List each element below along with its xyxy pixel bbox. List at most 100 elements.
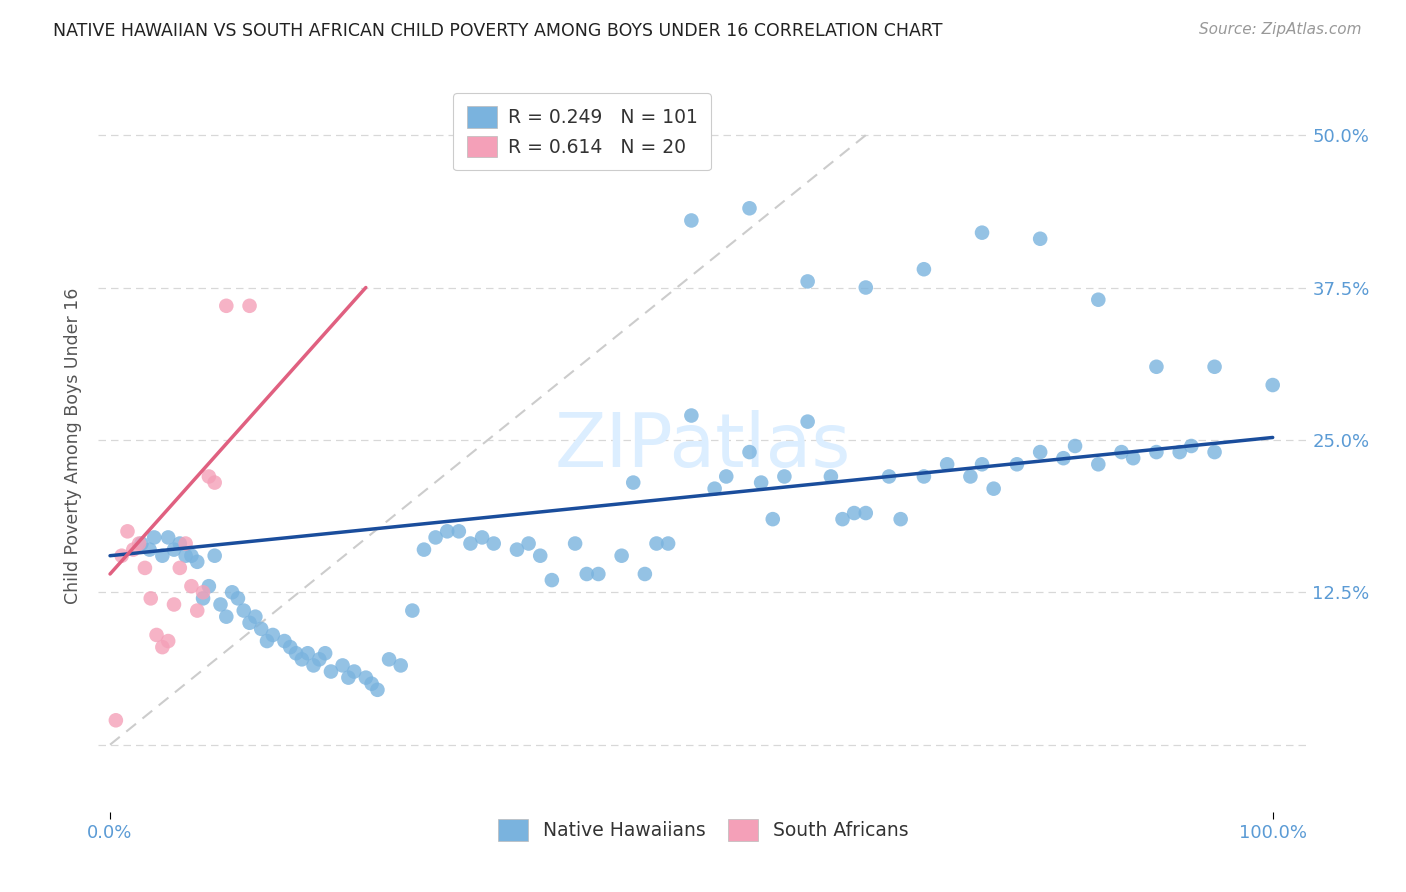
Point (360, 676, 382, 690)
Point (204, 475, 226, 490)
Point (180, 549, 202, 563)
Point (831, 512, 853, 526)
Point (436, 524, 458, 539)
Point (959, 469, 981, 483)
Point (1204, 359, 1226, 374)
Point (912, 469, 935, 483)
Point (1204, 445, 1226, 459)
Point (150, 549, 173, 563)
Point (191, 591, 214, 606)
Point (529, 549, 551, 563)
Point (1144, 445, 1167, 459)
Point (239, 615, 262, 630)
Point (174, 549, 197, 563)
Point (366, 682, 388, 697)
Point (131, 536, 153, 550)
Point (506, 542, 529, 557)
Point (1052, 451, 1074, 466)
Point (401, 604, 423, 618)
Point (314, 646, 336, 660)
Point (221, 585, 243, 599)
Point (855, 506, 877, 520)
Point (970, 226, 993, 240)
Point (169, 561, 191, 575)
Point (262, 628, 284, 642)
Point (1180, 439, 1202, 453)
Point (198, 469, 221, 483)
Point (1029, 232, 1052, 246)
Y-axis label: Child Poverty Among Boys Under 16: Child Poverty Among Boys Under 16 (65, 288, 83, 604)
Point (157, 634, 180, 648)
Point (634, 567, 657, 582)
Point (425, 530, 447, 544)
Point (157, 530, 180, 544)
Point (657, 536, 679, 550)
Point (378, 652, 401, 666)
Point (128, 536, 150, 550)
Point (337, 671, 360, 685)
Point (232, 604, 254, 618)
Point (143, 530, 166, 544)
Point (1064, 439, 1087, 453)
Point (1087, 458, 1109, 472)
Point (471, 530, 494, 544)
Point (738, 445, 761, 459)
Point (912, 262, 935, 277)
Point (681, 213, 703, 227)
Point (139, 591, 162, 606)
Point (291, 652, 314, 666)
Point (191, 585, 214, 599)
Text: Source: ZipAtlas.com: Source: ZipAtlas.com (1198, 22, 1361, 37)
Point (163, 542, 186, 557)
Point (278, 640, 301, 655)
Point (460, 536, 482, 550)
Point (564, 536, 586, 550)
Point (844, 506, 866, 520)
Point (169, 536, 191, 550)
Point (215, 299, 238, 313)
Point (209, 598, 232, 612)
Point (970, 458, 993, 472)
Point (138, 542, 160, 557)
Point (1005, 458, 1028, 472)
Point (122, 542, 145, 557)
Point (163, 598, 186, 612)
Point (610, 549, 633, 563)
Point (198, 579, 221, 593)
Point (302, 658, 325, 673)
Point (1261, 378, 1284, 392)
Point (186, 555, 208, 569)
Point (762, 512, 785, 526)
Point (297, 646, 319, 660)
Point (447, 524, 470, 539)
Point (104, 714, 127, 728)
Point (186, 604, 208, 618)
Point (215, 609, 238, 624)
Point (738, 202, 761, 216)
Point (308, 652, 330, 666)
Point (1111, 445, 1133, 459)
Point (773, 469, 796, 483)
Point (250, 622, 273, 636)
Point (855, 280, 877, 294)
Point (517, 536, 540, 550)
Point (703, 482, 725, 496)
Text: ZIPatlas: ZIPatlas (555, 409, 851, 483)
Point (936, 458, 959, 472)
Point (354, 671, 377, 685)
Point (588, 567, 610, 582)
Point (1029, 445, 1052, 459)
Point (180, 579, 202, 593)
Point (343, 665, 366, 679)
Point (983, 482, 1005, 496)
Point (482, 536, 505, 550)
Point (716, 469, 738, 483)
Point (389, 658, 412, 673)
Point (621, 475, 644, 490)
Point (256, 634, 278, 648)
Point (134, 561, 156, 575)
Point (285, 646, 308, 660)
Point (820, 469, 842, 483)
Point (877, 469, 900, 483)
Point (681, 409, 703, 423)
